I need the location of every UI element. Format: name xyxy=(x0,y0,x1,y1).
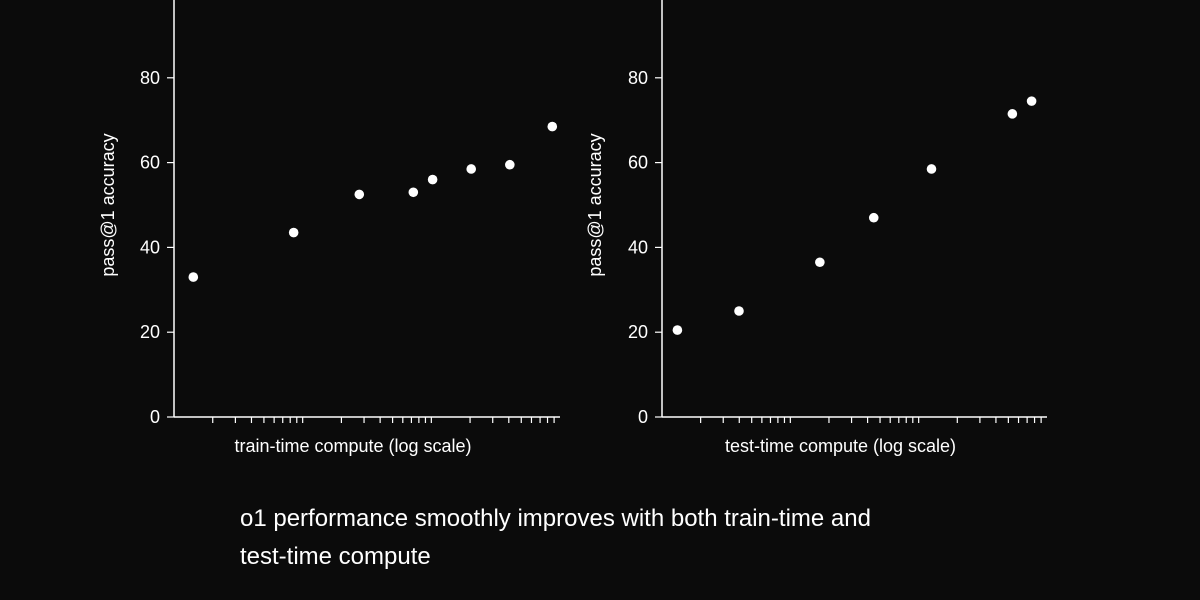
y-axis-label: pass@1 accuracy xyxy=(98,133,118,276)
y-tick-label: 60 xyxy=(140,153,160,173)
y-tick-label: 0 xyxy=(638,407,648,427)
test-time-chart: 0 20 40 60 80 test-time compute (log scale) pa… xyxy=(585,0,1047,456)
data-point xyxy=(547,121,558,132)
data-point xyxy=(734,306,744,316)
data-point xyxy=(1026,96,1037,106)
data-point xyxy=(815,257,825,268)
data-point xyxy=(427,174,438,185)
charts-canvas: 0 20 40 60 80 train-time compute (log scale) p… xyxy=(98,0,1047,456)
y-tick-label: 40 xyxy=(628,237,648,257)
data-point xyxy=(408,187,419,198)
data-point xyxy=(466,164,477,174)
data-point xyxy=(354,189,365,200)
caption: o1 performance smoothly improves with bo… xyxy=(240,505,871,570)
data-point xyxy=(505,159,515,170)
data-point xyxy=(188,272,199,282)
y-tick-label: 20 xyxy=(628,322,648,342)
y-tick-label: 80 xyxy=(628,68,648,88)
x-axis-label: test-time compute (log scale) xyxy=(725,436,956,456)
train-time-chart: 0 20 40 60 80 train-time compute (log scale) p… xyxy=(98,0,560,456)
data-point xyxy=(1007,109,1018,119)
y-axis-label: pass@1 accuracy xyxy=(585,133,605,276)
y-tick-label: 80 xyxy=(140,68,160,88)
y-tick-label: 20 xyxy=(140,322,160,342)
data-point xyxy=(868,212,879,223)
data-point xyxy=(288,227,299,238)
y-tick-label: 60 xyxy=(628,153,648,173)
y-tick-label: 0 xyxy=(150,407,160,427)
y-tick-label: 40 xyxy=(140,237,160,257)
data-point xyxy=(926,164,937,174)
x-axis-label: train-time compute (log scale) xyxy=(234,436,471,456)
data-point xyxy=(672,325,683,335)
